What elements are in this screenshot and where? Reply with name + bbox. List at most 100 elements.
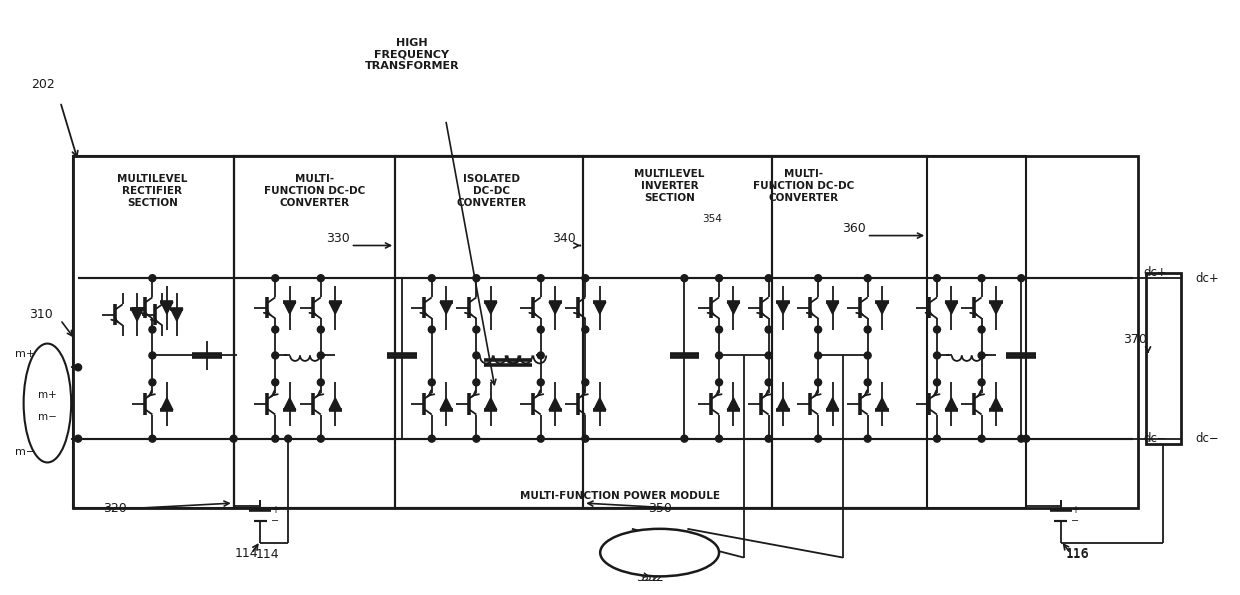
Circle shape (537, 275, 544, 281)
Polygon shape (549, 302, 562, 314)
Polygon shape (284, 398, 296, 410)
Text: m−: m− (38, 412, 57, 422)
Circle shape (978, 352, 985, 359)
Text: 352: 352 (636, 571, 660, 584)
Polygon shape (728, 398, 739, 410)
Text: 310: 310 (29, 308, 52, 321)
Circle shape (149, 326, 156, 333)
Text: 114: 114 (255, 548, 279, 561)
Text: MULTI-
FUNCTION DC-DC
CONVERTER: MULTI- FUNCTION DC-DC CONVERTER (264, 174, 366, 208)
Circle shape (815, 435, 822, 442)
Circle shape (472, 352, 480, 359)
Text: 116: 116 (1066, 547, 1090, 560)
Circle shape (715, 435, 723, 442)
Bar (233, 156, 396, 508)
Text: 350: 350 (647, 502, 672, 515)
Circle shape (149, 352, 156, 359)
Circle shape (537, 326, 544, 333)
Text: 340: 340 (552, 232, 575, 245)
Polygon shape (131, 309, 143, 321)
Circle shape (537, 352, 544, 359)
Bar (771, 156, 928, 508)
Text: 354: 354 (702, 214, 722, 224)
Circle shape (272, 435, 279, 442)
Circle shape (1018, 435, 1024, 442)
Circle shape (428, 326, 435, 333)
Circle shape (428, 435, 435, 442)
Text: 370: 370 (1123, 333, 1147, 346)
Circle shape (272, 352, 279, 359)
Ellipse shape (24, 343, 71, 462)
Circle shape (715, 275, 723, 281)
Text: −: − (1071, 516, 1079, 527)
Bar (583, 156, 771, 508)
Circle shape (285, 435, 291, 442)
Bar (1146, 273, 1180, 444)
Bar (233, 156, 1027, 508)
Circle shape (765, 326, 773, 333)
Circle shape (978, 379, 985, 386)
Text: m+: m+ (38, 390, 57, 400)
Circle shape (934, 379, 940, 386)
Circle shape (149, 275, 156, 281)
Circle shape (472, 379, 480, 386)
Text: 360: 360 (842, 222, 866, 235)
Polygon shape (594, 398, 606, 410)
Circle shape (582, 435, 589, 442)
Circle shape (472, 435, 480, 442)
Ellipse shape (600, 529, 719, 577)
Circle shape (537, 379, 544, 386)
Text: 320: 320 (103, 502, 126, 515)
Circle shape (582, 379, 589, 386)
Circle shape (1018, 275, 1024, 281)
Text: 330: 330 (326, 232, 350, 245)
Circle shape (428, 379, 435, 386)
Circle shape (231, 435, 237, 442)
Circle shape (74, 364, 82, 371)
Circle shape (934, 352, 940, 359)
Polygon shape (485, 398, 497, 410)
Text: dc+: dc+ (1195, 272, 1219, 284)
Circle shape (582, 326, 589, 333)
Polygon shape (329, 302, 341, 314)
Polygon shape (945, 302, 957, 314)
Text: dc+: dc+ (1143, 266, 1167, 278)
Circle shape (537, 435, 544, 442)
Circle shape (272, 326, 279, 333)
Polygon shape (990, 302, 1002, 314)
Circle shape (815, 275, 822, 281)
Circle shape (472, 326, 480, 333)
Bar (73, 156, 233, 508)
Bar (73, 156, 1138, 508)
Polygon shape (161, 302, 172, 314)
Circle shape (715, 352, 723, 359)
Polygon shape (594, 302, 606, 314)
Text: 116: 116 (1066, 548, 1090, 561)
Polygon shape (990, 398, 1002, 410)
Text: +: + (270, 506, 279, 515)
Text: MULTILEVEL
RECTIFIER
SECTION: MULTILEVEL RECTIFIER SECTION (118, 174, 187, 208)
Text: ac+: ac+ (621, 547, 644, 558)
Circle shape (978, 326, 985, 333)
Circle shape (815, 379, 822, 386)
Polygon shape (826, 302, 838, 314)
Circle shape (317, 379, 325, 386)
Circle shape (317, 326, 325, 333)
Bar (396, 156, 583, 508)
Polygon shape (440, 302, 453, 314)
Circle shape (317, 352, 325, 359)
Circle shape (715, 326, 723, 333)
Polygon shape (875, 398, 888, 410)
Text: m+: m+ (15, 349, 36, 359)
Text: MULTI-FUNCTION POWER MODULE: MULTI-FUNCTION POWER MODULE (520, 491, 720, 501)
Polygon shape (875, 302, 888, 314)
Polygon shape (171, 309, 182, 321)
Circle shape (934, 275, 940, 281)
Text: −: − (270, 516, 279, 527)
Polygon shape (728, 302, 739, 314)
Polygon shape (485, 302, 497, 314)
Polygon shape (945, 398, 957, 410)
Circle shape (681, 275, 688, 281)
Circle shape (815, 326, 822, 333)
Circle shape (681, 435, 688, 442)
